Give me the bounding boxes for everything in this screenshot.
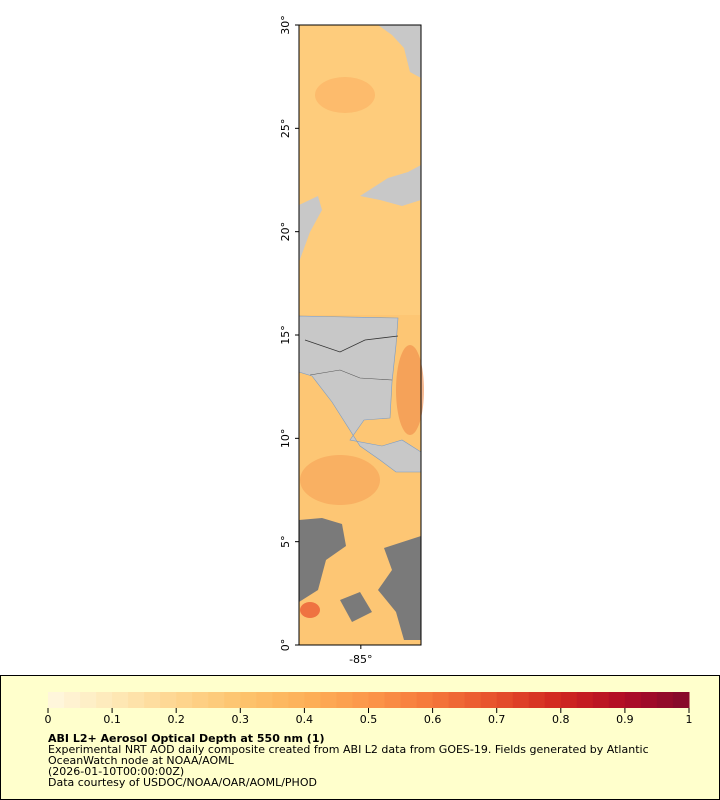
- colorbar-tick-label: 0.9: [616, 713, 634, 726]
- aerosol-patch: [396, 345, 424, 435]
- land: [298, 315, 422, 473]
- no-data: [340, 592, 372, 622]
- border: [304, 335, 399, 353]
- colorbar-cell: [96, 692, 113, 708]
- aerosol-patch: [300, 455, 380, 505]
- colorbar-cell: [288, 692, 305, 708]
- colorbar-cell: [64, 692, 81, 708]
- colorbar-cell: [656, 692, 674, 708]
- lat-tick-label: 15°: [279, 325, 292, 345]
- colorbar-cell: [544, 692, 562, 708]
- colorbar-cell: [208, 692, 225, 708]
- colorbar-tick-label: 0: [45, 713, 52, 726]
- colorbar-tick-label: 0.1: [103, 713, 121, 726]
- legend-line: Data courtesy of USDOC/NOAA/OAR/AOML/PHO…: [48, 776, 317, 789]
- colorbar-cell: [608, 692, 626, 708]
- lat-tick-label: 25°: [279, 119, 292, 139]
- colorbar-tick-label: 0.7: [488, 713, 506, 726]
- colorbar-cell: [304, 692, 321, 708]
- colorbar-cell: [320, 692, 337, 708]
- colorbar-cell: [240, 692, 257, 708]
- aerosol-patch: [315, 77, 375, 113]
- lat-tick-label: 0°: [279, 639, 292, 652]
- colorbar-tick-label: 0.5: [360, 713, 378, 726]
- colorbar-cell: [528, 692, 546, 708]
- border: [309, 369, 393, 381]
- ocean-north: [299, 25, 421, 315]
- no-data: [299, 518, 346, 602]
- colorbar-cell: [560, 692, 578, 708]
- colorbar-tick-label: 0.2: [167, 713, 185, 726]
- colorbar-tick-label: 0.6: [424, 713, 442, 726]
- lat-tick-label: 5°: [279, 535, 292, 548]
- lon-tick-label: -85°: [349, 653, 372, 666]
- colorbar-cell: [352, 692, 369, 708]
- colorbar-cell: [480, 692, 498, 708]
- colorbar-cell: [592, 692, 610, 708]
- colorbar-tick-label: 0.8: [552, 713, 570, 726]
- legend-line: OceanWatch node at NOAA/AOML: [48, 754, 235, 767]
- colorbar-cell: [400, 692, 418, 708]
- colorbar-cell: [576, 692, 594, 708]
- aerosol-patch: [300, 602, 320, 618]
- colorbar-cell: [384, 692, 402, 708]
- colorbar-cell: [224, 692, 241, 708]
- colorbar-cell: [512, 692, 530, 708]
- colorbar-cell: [416, 692, 434, 708]
- colorbar-cell: [160, 692, 177, 708]
- colorbar-cell: [464, 692, 482, 708]
- colorbar-cell: [256, 692, 273, 708]
- land: [299, 196, 322, 262]
- colorbar-cell: [672, 692, 690, 708]
- lat-tick-label: 30°: [279, 15, 292, 35]
- legend-title: ABI L2+ Aerosol Optical Depth at 550 nm …: [48, 732, 325, 745]
- colorbar-cell: [112, 692, 129, 708]
- colorbar-cell: [336, 692, 353, 708]
- map: [298, 24, 424, 646]
- colorbar-cell: [48, 692, 65, 708]
- colorbar-tick-label: 1: [686, 713, 693, 726]
- map-axes: 0° 5° 10° 15° 20° 25° 30° -85°: [279, 15, 373, 666]
- land: [360, 165, 421, 206]
- colorbar-cell: [624, 692, 642, 708]
- colorbar-cell: [176, 692, 193, 708]
- colorbar-cell: [432, 692, 450, 708]
- colorbar-tick-label: 0.4: [296, 713, 314, 726]
- land: [378, 25, 421, 78]
- colorbar-cell: [272, 692, 289, 708]
- colorbar-cell: [640, 692, 658, 708]
- no-data: [378, 536, 421, 640]
- colorbar-cell: [192, 692, 209, 708]
- legend-line: (2026-01-10T00:00:00Z): [48, 765, 184, 778]
- lat-tick-label: 20°: [279, 222, 292, 242]
- legend-line: Experimental NRT AOD daily composite cre…: [48, 743, 649, 756]
- colorbar-cell: [368, 692, 386, 708]
- colorbar-tick-label: 0.3: [232, 713, 250, 726]
- colorbar-cell: [448, 692, 466, 708]
- colorbar-cell: [128, 692, 145, 708]
- lat-tick-label: 10°: [279, 429, 292, 449]
- colorbar-cell: [80, 692, 97, 708]
- colorbar: 0 0.1 0.2 0.3 0.4 0.5 0.6 0.7 0.8 0.9 1: [45, 692, 693, 726]
- colorbar-cell: [496, 692, 514, 708]
- colorbar-cell: [144, 692, 161, 708]
